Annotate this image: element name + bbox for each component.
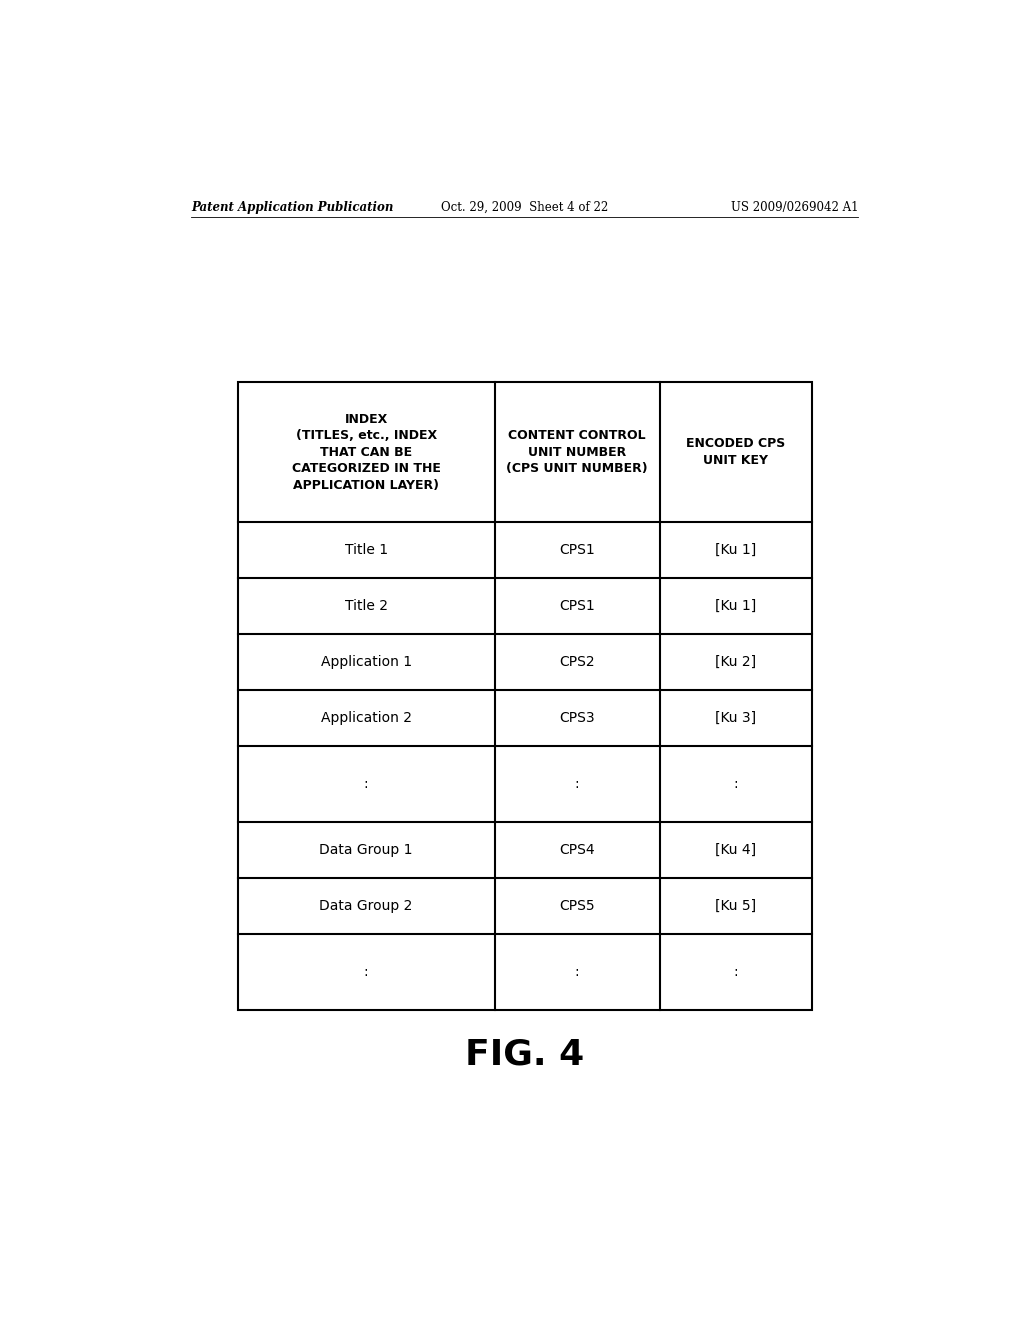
Text: [Ku 1]: [Ku 1] [716,544,757,557]
Text: Application 2: Application 2 [321,711,412,725]
Text: :: : [364,965,369,979]
Text: :: : [574,777,580,791]
Text: CPS5: CPS5 [559,899,595,913]
Text: ENCODED CPS
UNIT KEY: ENCODED CPS UNIT KEY [686,437,785,467]
Text: Patent Application Publication: Patent Application Publication [191,201,394,214]
Text: [Ku 5]: [Ku 5] [716,899,757,913]
Text: [Ku 4]: [Ku 4] [716,843,757,857]
Text: Data Group 2: Data Group 2 [319,899,413,913]
Text: CPS1: CPS1 [559,544,595,557]
Text: :: : [733,965,738,979]
Text: CPS3: CPS3 [559,711,595,725]
Text: [Ku 2]: [Ku 2] [716,655,757,669]
Text: Data Group 1: Data Group 1 [319,843,413,857]
Text: :: : [574,965,580,979]
Text: CPS2: CPS2 [559,655,595,669]
Text: Oct. 29, 2009  Sheet 4 of 22: Oct. 29, 2009 Sheet 4 of 22 [441,201,608,214]
Text: CONTENT CONTROL
UNIT NUMBER
(CPS UNIT NUMBER): CONTENT CONTROL UNIT NUMBER (CPS UNIT NU… [506,429,648,475]
Text: US 2009/0269042 A1: US 2009/0269042 A1 [730,201,858,214]
Text: [Ku 3]: [Ku 3] [716,711,757,725]
Text: Application 1: Application 1 [321,655,412,669]
Text: CPS1: CPS1 [559,599,595,612]
Text: CPS4: CPS4 [559,843,595,857]
Text: INDEX
(TITLES, etc., INDEX
THAT CAN BE
CATEGORIZED IN THE
APPLICATION LAYER): INDEX (TITLES, etc., INDEX THAT CAN BE C… [292,413,440,491]
Bar [238,381,812,1010]
Text: FIG. 4: FIG. 4 [465,1038,585,1072]
Text: Title 2: Title 2 [345,599,387,612]
Text: :: : [733,777,738,791]
Text: Title 1: Title 1 [344,544,388,557]
Text: [Ku 1]: [Ku 1] [716,599,757,612]
Text: :: : [364,777,369,791]
